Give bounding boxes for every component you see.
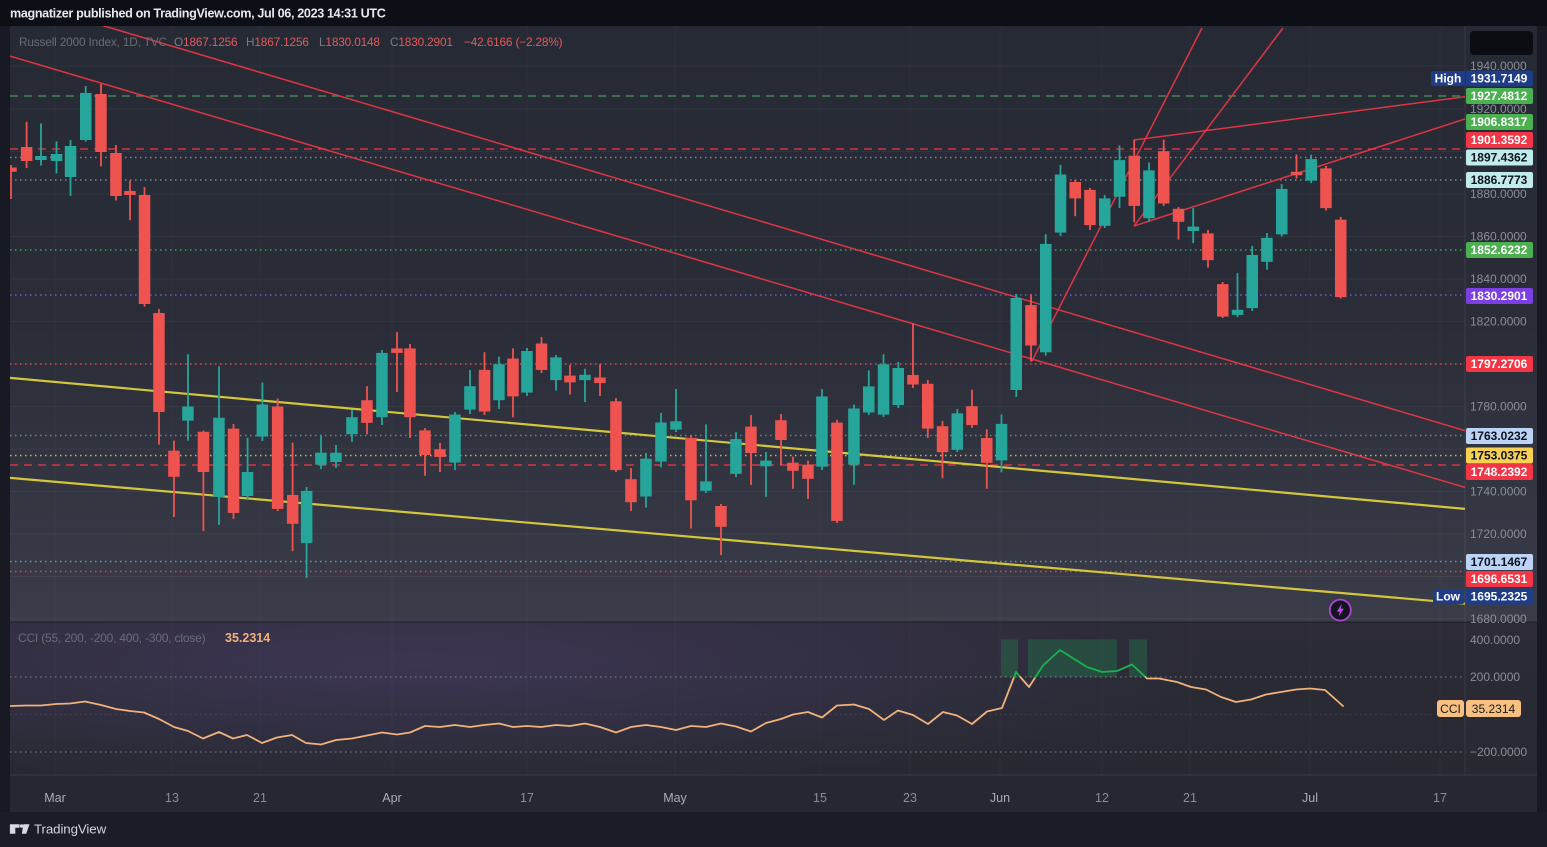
svg-text:1840.0000: 1840.0000 <box>1470 272 1527 286</box>
svg-text:35.2314: 35.2314 <box>1472 702 1516 716</box>
svg-text:−200.0000: −200.0000 <box>1470 745 1527 759</box>
svg-text:1852.6232: 1852.6232 <box>1471 243 1528 257</box>
svg-text:Apr: Apr <box>382 791 401 805</box>
svg-text:400.0000: 400.0000 <box>1470 633 1520 647</box>
svg-text:17: 17 <box>1433 791 1447 805</box>
svg-text:1763.0232: 1763.0232 <box>1471 429 1528 443</box>
svg-text:1748.2392: 1748.2392 <box>1471 465 1528 479</box>
svg-text:1780.0000: 1780.0000 <box>1470 400 1527 414</box>
svg-text:1680.0000: 1680.0000 <box>1470 612 1527 626</box>
svg-text:1797.2706: 1797.2706 <box>1471 357 1528 371</box>
svg-text:magnatizer published on Tradin: magnatizer published on TradingView.com,… <box>10 7 386 21</box>
svg-text:1931.7149: 1931.7149 <box>1471 72 1528 86</box>
svg-text:35.2314: 35.2314 <box>225 631 270 645</box>
svg-text:1940.0000: 1940.0000 <box>1470 59 1527 73</box>
svg-text:1860.0000: 1860.0000 <box>1470 230 1527 244</box>
svg-text:1820.0000: 1820.0000 <box>1470 315 1527 329</box>
svg-text:High: High <box>1435 72 1462 86</box>
svg-text:May: May <box>663 791 687 805</box>
svg-text:21: 21 <box>253 791 267 805</box>
svg-text:1753.0375: 1753.0375 <box>1471 449 1528 463</box>
svg-text:200.0000: 200.0000 <box>1470 670 1520 684</box>
svg-text:1886.7773: 1886.7773 <box>1471 173 1528 187</box>
svg-text:Jun: Jun <box>990 791 1010 805</box>
svg-text:21: 21 <box>1183 791 1197 805</box>
svg-text:CCI (55, 200, -200, 400, -300,: CCI (55, 200, -200, 400, -300, close) <box>18 631 206 645</box>
svg-text:12: 12 <box>1095 791 1109 805</box>
svg-text:1695.2325: 1695.2325 <box>1471 590 1528 604</box>
svg-text:1830.2901: 1830.2901 <box>1471 289 1528 303</box>
svg-text:23: 23 <box>903 791 917 805</box>
svg-text:1920.0000: 1920.0000 <box>1470 102 1527 116</box>
svg-text:1897.4362: 1897.4362 <box>1471 151 1528 165</box>
svg-text:1740.0000: 1740.0000 <box>1470 485 1527 499</box>
svg-text:Mar: Mar <box>44 791 66 805</box>
svg-text:1901.3592: 1901.3592 <box>1471 133 1528 147</box>
svg-text:1701.1467: 1701.1467 <box>1471 555 1528 569</box>
svg-text:1880.0000: 1880.0000 <box>1470 187 1527 201</box>
svg-text:1927.4812: 1927.4812 <box>1471 89 1528 103</box>
svg-text:Jul: Jul <box>1302 791 1318 805</box>
svg-text:TradingView: TradingView <box>34 822 107 837</box>
svg-text:13: 13 <box>165 791 179 805</box>
svg-text:CCI: CCI <box>1440 702 1461 716</box>
svg-text:1720.0000: 1720.0000 <box>1470 527 1527 541</box>
svg-text:1696.6531: 1696.6531 <box>1471 572 1528 586</box>
svg-text:17: 17 <box>520 791 534 805</box>
svg-text:1906.8317: 1906.8317 <box>1471 115 1528 129</box>
svg-text:Low: Low <box>1436 590 1461 604</box>
svg-text:15: 15 <box>813 791 827 805</box>
